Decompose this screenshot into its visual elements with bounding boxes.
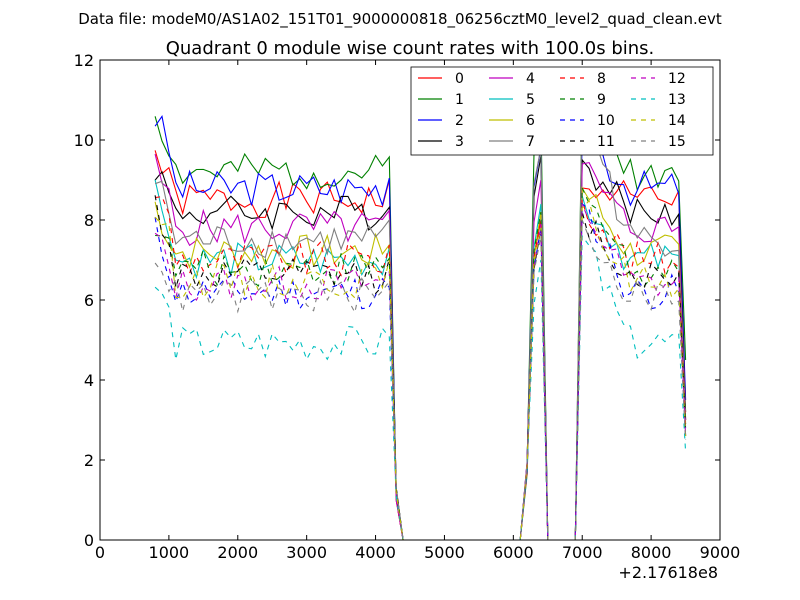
y-tick-label: 2 — [84, 451, 94, 470]
legend-label-5: 5 — [526, 92, 535, 108]
series-line-9 — [155, 187, 687, 541]
x-tick-label: 4000 — [355, 543, 396, 562]
y-tick-label: 4 — [84, 371, 94, 390]
legend-label-14: 14 — [668, 113, 686, 129]
plot-lines — [154, 90, 687, 541]
x-tick-label: 2000 — [217, 543, 258, 562]
y-tick-label: 12 — [74, 51, 94, 70]
y-tick-label: 0 — [84, 531, 94, 550]
legend-label-6: 6 — [526, 113, 535, 129]
series-line-11 — [154, 195, 687, 541]
chart-title: Quadrant 0 module wise count rates with … — [166, 38, 655, 59]
legend-label-12: 12 — [668, 71, 686, 87]
legend-label-13: 13 — [668, 92, 686, 108]
series-line-15 — [154, 219, 687, 541]
x-tick-label: 0 — [95, 543, 105, 562]
legend-label-1: 1 — [455, 92, 464, 108]
legend-label-15: 15 — [668, 134, 686, 150]
legend-label-8: 8 — [597, 71, 606, 87]
legend-label-3: 3 — [455, 134, 464, 150]
legend-label-10: 10 — [597, 113, 615, 129]
legend-label-2: 2 — [455, 113, 464, 129]
series-line-10 — [154, 202, 687, 541]
x-tick-label: 8000 — [631, 543, 672, 562]
legend-box — [410, 66, 714, 156]
series-line-2 — [154, 115, 687, 541]
x-tick-label: 3000 — [286, 543, 327, 562]
chart-suptitle: Data file: modeM0/AS1A02_151T01_90000008… — [78, 10, 722, 29]
series-line-3 — [154, 155, 687, 541]
legend-label-4: 4 — [526, 71, 535, 87]
series-line-13 — [154, 234, 687, 541]
legend-label-7: 7 — [526, 134, 535, 150]
legend-label-9: 9 — [597, 92, 606, 108]
series-line-5 — [154, 179, 687, 541]
series-line-6 — [154, 186, 687, 541]
series-line-4 — [154, 153, 687, 541]
x-tick-label: 6000 — [493, 543, 534, 562]
x-tick-label: 1000 — [149, 543, 190, 562]
x-tick-label: 5000 — [424, 543, 465, 562]
series-line-1 — [154, 90, 687, 541]
y-tick-label: 10 — [74, 131, 94, 150]
x-axis: 0 1000 2000 3000 4000 5000 6000 7000 8000 9000 — [95, 60, 740, 562]
x-axis-offset-label: +2.17618e8 — [618, 563, 718, 582]
x-tick-label: 9000 — [700, 543, 741, 562]
series-line-12 — [154, 203, 687, 541]
x-tick-label: 7000 — [562, 543, 603, 562]
series-line-8 — [155, 195, 687, 541]
legend-label-11: 11 — [597, 134, 615, 150]
y-tick-label: 8 — [84, 211, 94, 230]
series-line-0 — [154, 150, 687, 541]
y-tick-label: 6 — [84, 291, 94, 310]
legend-label-0: 0 — [455, 71, 464, 87]
series-line-14 — [154, 199, 687, 541]
